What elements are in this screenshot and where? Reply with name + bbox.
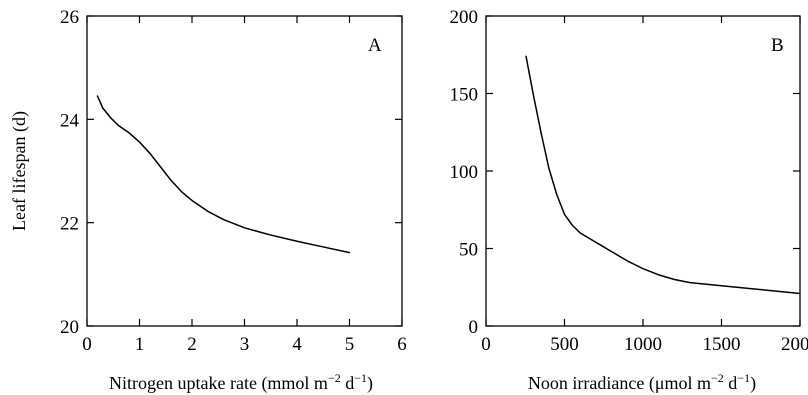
y-tick-label: 50 bbox=[459, 240, 478, 261]
x-tick-label: 6 bbox=[397, 334, 407, 355]
y-tick-label: 200 bbox=[450, 7, 479, 28]
x-tick-label: 5 bbox=[345, 334, 355, 355]
panel-label: B bbox=[771, 35, 784, 56]
y-tick-label: 22 bbox=[60, 214, 79, 235]
y-tick-label: 20 bbox=[60, 317, 79, 338]
x-tick-label: 0 bbox=[481, 334, 491, 355]
x-axis-title: Noon irradiance (μmol m−2 d−1) bbox=[528, 371, 756, 394]
x-tick-label: 2 bbox=[187, 334, 197, 355]
x-axis-title: Nitrogen uptake rate (mmol m−2 d−1) bbox=[109, 371, 373, 394]
y-tick-label: 150 bbox=[450, 85, 479, 106]
x-tick-label: 0 bbox=[82, 334, 92, 355]
series-line bbox=[96, 95, 351, 254]
x-tick-label: 1000 bbox=[624, 334, 662, 355]
y-tick-label: 0 bbox=[469, 317, 479, 338]
y-tick-label: 24 bbox=[60, 110, 80, 131]
x-tick-label: 3 bbox=[240, 334, 250, 355]
series-line bbox=[525, 55, 801, 295]
x-tick-label: 1500 bbox=[703, 334, 741, 355]
y-tick-label: 26 bbox=[60, 7, 79, 28]
plot-frame bbox=[485, 15, 801, 327]
x-tick-label: 500 bbox=[550, 334, 579, 355]
x-tick-label: 1 bbox=[135, 334, 145, 355]
y-tick-label: 100 bbox=[450, 162, 479, 183]
x-tick-label: 4 bbox=[292, 334, 302, 355]
chart-panel-a: 0 1 2 3 4 5 6 20 22 24 26 A Nitrogen uptake rate (mm… bbox=[9, 7, 407, 394]
panel-label: A bbox=[368, 35, 382, 56]
y-axis-title: Leaf lifespan (d) bbox=[9, 111, 30, 231]
plot-frame bbox=[86, 15, 403, 327]
